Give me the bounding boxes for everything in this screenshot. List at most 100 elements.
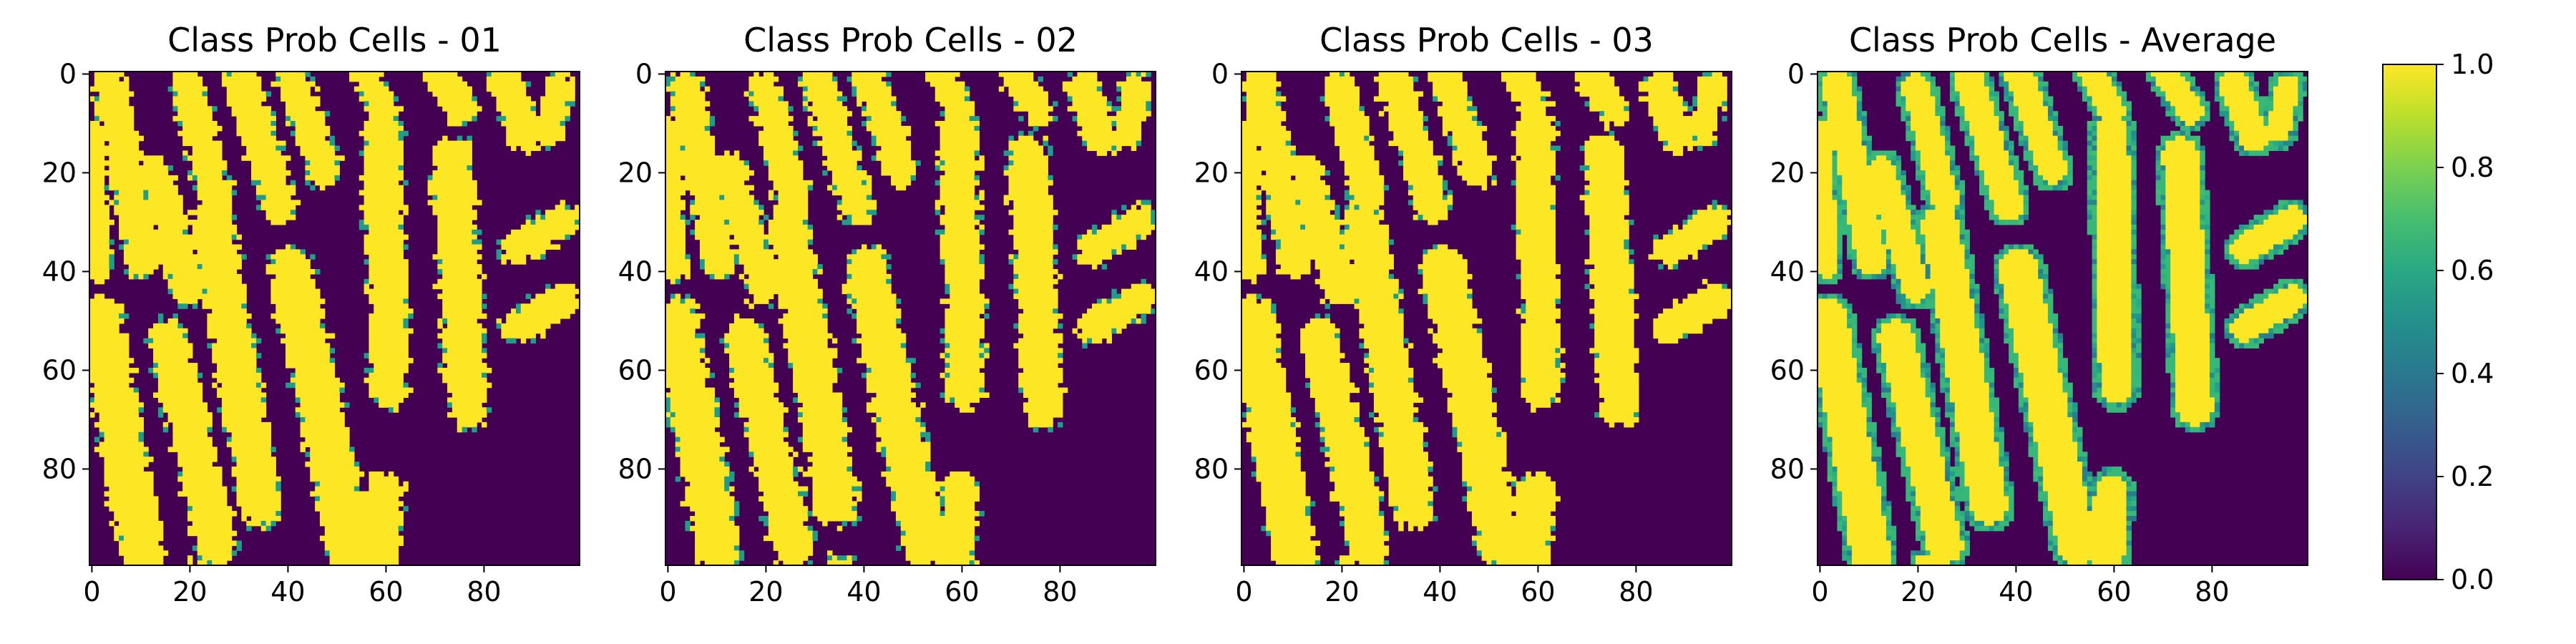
heatmap-run (437, 195, 477, 200)
heatmap-run (2126, 145, 2132, 151)
heatmap-run (920, 431, 931, 438)
heatmap-run (310, 76, 316, 82)
heatmap-run (2205, 421, 2210, 428)
heatmap-run (2043, 264, 2049, 270)
heatmap-run (1935, 313, 1975, 319)
heatmap-run (2097, 150, 2127, 156)
heatmap-run (2052, 516, 2127, 522)
heatmap-run (670, 417, 720, 423)
heatmap-run (2033, 150, 2064, 156)
heatmap-run (2210, 283, 2215, 290)
heatmap-run (1018, 298, 1058, 304)
heatmap-run (2273, 76, 2279, 82)
heatmap-run (1822, 421, 1828, 428)
heatmap-run (1832, 496, 1838, 502)
heatmap-run (831, 175, 872, 181)
heatmap-run (1013, 224, 1053, 230)
heatmap-run (2092, 150, 2098, 156)
heatmap-run (812, 496, 852, 502)
heatmap-run (1925, 200, 1931, 205)
heatmap-run (729, 358, 764, 364)
heatmap-run (836, 96, 848, 102)
heatmap-run (2107, 397, 2127, 403)
heatmap-run (886, 72, 892, 77)
heatmap-run (950, 353, 980, 358)
heatmap-run (1954, 506, 1961, 512)
heatmap-run (1885, 525, 1892, 532)
heatmap-run (886, 481, 975, 487)
heatmap-run (2160, 273, 2166, 280)
heatmap-run (295, 372, 336, 379)
heatmap-run (1594, 318, 1634, 324)
heatmap-run (748, 86, 784, 92)
heatmap-run (866, 382, 916, 389)
heatmap-run (1984, 175, 2014, 181)
heatmap-run (1246, 402, 1292, 408)
heatmap-run (2047, 520, 2054, 527)
heatmap-run (812, 452, 848, 457)
heatmap-run (310, 160, 336, 166)
heatmap-run (1261, 525, 1267, 532)
heatmap-run (1369, 135, 1375, 142)
heatmap-run (900, 525, 975, 532)
heatmap-run (1251, 441, 1296, 447)
heatmap-run (109, 140, 140, 147)
heatmap-run (714, 273, 725, 280)
heatmap-run (1969, 254, 1975, 260)
heatmap-run (2165, 343, 2171, 348)
heatmap-run (1940, 121, 1946, 127)
heatmap-run (432, 160, 472, 166)
heatmap-run (940, 328, 946, 334)
heatmap-run (2023, 195, 2029, 200)
heatmap-run (153, 358, 188, 364)
heatmap-run (1023, 308, 1053, 314)
heatmap-run (1136, 234, 1142, 240)
heatmap-run (1364, 353, 1370, 358)
heatmap-run (1837, 215, 1843, 220)
heatmap-run (231, 452, 272, 457)
heatmap-run (1682, 220, 1688, 225)
heatmap-run (99, 426, 144, 433)
heatmap-run (1994, 417, 2000, 423)
heatmap-run (1876, 348, 1882, 353)
heatmap-run (1141, 205, 1151, 210)
heatmap-run (530, 298, 580, 304)
heatmap-run (2165, 358, 2176, 364)
heatmap-run (182, 135, 213, 142)
heatmap-run (2014, 101, 2044, 107)
heatmap-run (1818, 412, 1823, 418)
heatmap-run (1832, 441, 1872, 447)
heatmap-run (1423, 283, 1468, 290)
heatmap-run (2126, 545, 2132, 551)
heatmap-run (187, 555, 193, 561)
heatmap-run (1658, 338, 1679, 344)
heatmap-run (1309, 501, 1316, 507)
heatmap-run (2165, 140, 2196, 147)
heatmap-run (1072, 328, 1078, 334)
heatmap-run (866, 210, 877, 215)
heatmap-run (2180, 72, 2191, 77)
heatmap-run (2190, 426, 2200, 433)
heatmap-run (1013, 278, 1058, 285)
heatmap-run (1008, 283, 1014, 290)
heatmap-run (1818, 353, 1853, 358)
heatmap-run (2043, 516, 2049, 522)
heatmap-run (709, 372, 716, 379)
heatmap-run (2253, 96, 2269, 102)
heatmap-run (1013, 264, 1053, 270)
colorbar-tick-label: 1.0 (2451, 49, 2494, 80)
heatmap-run (2136, 313, 2142, 319)
heatmap-run (876, 392, 916, 398)
heatmap-run (2047, 303, 2054, 309)
heatmap-run (1979, 343, 1985, 348)
heatmap-run (525, 81, 532, 87)
heatmap-run (940, 298, 990, 304)
heatmap-run (1692, 210, 1698, 215)
heatmap-run (89, 412, 95, 418)
heatmap-run (1847, 244, 1853, 250)
heatmap-run (733, 392, 774, 398)
heatmap-run (1008, 140, 1039, 147)
heatmap-run (1018, 353, 1058, 358)
heatmap-run (895, 185, 907, 191)
heatmap-run (1344, 72, 1350, 77)
